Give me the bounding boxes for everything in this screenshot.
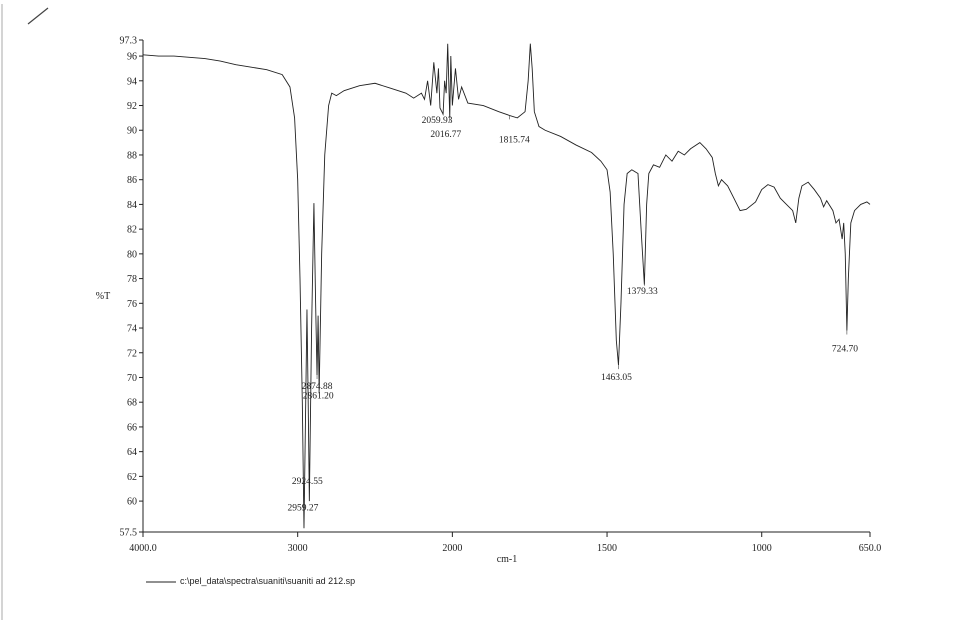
peak-label: 2959.27 (288, 503, 319, 513)
y-tick-label: 62 (127, 472, 137, 483)
x-tick-label: 1000 (752, 543, 772, 554)
x-tick-label: 4000.0 (129, 543, 157, 554)
y-tick-label: 88 (127, 150, 137, 161)
y-axis-label: %T (96, 291, 110, 302)
y-tick-label: 92 (127, 101, 137, 112)
y-tick-label: 78 (127, 274, 137, 285)
y-tick-label: 90 (127, 126, 137, 137)
legend-label: c:\pel_data\spectra\suaniti\suaniti ad 2… (180, 576, 355, 586)
peak-label: 724.70 (832, 345, 858, 355)
y-tick-label: 74 (127, 324, 137, 335)
y-tick-label: 60 (127, 497, 137, 508)
y-tick-label: 76 (127, 299, 137, 310)
y-tick-label: 97.3 (120, 36, 138, 47)
peak-label: 2874.88 (302, 382, 333, 392)
x-tick-label: 2000 (442, 543, 462, 554)
peak-label: 1815.74 (499, 135, 530, 145)
peak-label: 2059.93 (422, 116, 453, 126)
scan-mark (27, 7, 49, 25)
y-tick-label: 70 (127, 373, 137, 384)
peak-label: 1463.05 (601, 373, 632, 383)
y-tick-label: 80 (127, 249, 137, 260)
y-tick-label: 57.5 (120, 528, 138, 539)
y-tick-label: 86 (127, 175, 137, 186)
y-tick-label: 94 (127, 76, 137, 87)
peak-label: 2016.77 (430, 130, 461, 140)
x-tick-label: 3000 (288, 543, 308, 554)
peak-label: 2861.20 (303, 391, 334, 401)
peak-label: 1379.33 (627, 287, 658, 297)
peak-label: 2924.55 (292, 477, 323, 487)
y-tick-label: 82 (127, 225, 137, 236)
x-tick-label: 650.0 (859, 543, 882, 554)
y-tick-label: 84 (127, 200, 137, 211)
y-tick-label: 66 (127, 422, 137, 433)
spectrum-line (142, 43, 871, 529)
x-axis-label: cm-1 (497, 554, 518, 565)
y-tick-label: 64 (127, 447, 137, 458)
y-tick-label: 72 (127, 348, 137, 359)
x-tick-label: 1500 (597, 543, 617, 554)
y-tick-label: 68 (127, 398, 137, 409)
y-tick-label: 96 (127, 52, 137, 63)
